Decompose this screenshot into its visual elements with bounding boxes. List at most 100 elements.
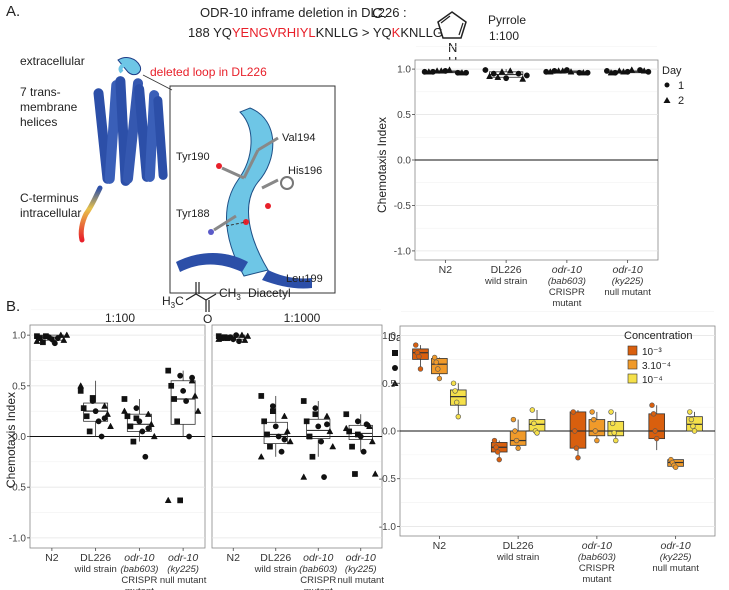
c-data-point	[486, 72, 493, 80]
b1-data-point	[37, 335, 43, 342]
facet-title-1-1000: 1:1000	[284, 311, 321, 325]
b1-ytick-label: -0.5	[9, 483, 27, 494]
b2-data-point	[269, 403, 276, 409]
b2-data-point	[349, 443, 355, 450]
label-helices-2: membrane	[20, 100, 78, 114]
c-xtick-label: wild strain	[484, 276, 527, 287]
d-data-point	[690, 423, 696, 429]
panel-b: B. H3C CH3 O Diacetyl Chemotaxis Index 1…	[4, 282, 412, 590]
b1-data-point	[144, 410, 152, 417]
d-data-point	[594, 437, 600, 444]
d-ytick-label: 0.5	[382, 379, 396, 390]
b2-data-point	[363, 421, 370, 428]
d-data-point	[691, 428, 698, 434]
c-data-point	[615, 67, 623, 74]
legend-b-triangle-marker	[391, 380, 399, 386]
legend-c: Day 1 2	[662, 65, 684, 107]
d-data-point	[575, 455, 581, 461]
b1-data-point	[133, 405, 140, 412]
b1-data-point	[51, 340, 58, 347]
legend-c-title: Day	[662, 65, 682, 77]
b1-data-point	[86, 428, 93, 435]
c-ytick-label: -0.5	[394, 201, 412, 212]
b1-data-point	[80, 405, 87, 411]
c-ytick-label: 0.5	[397, 110, 411, 121]
b1-data-point	[77, 388, 84, 394]
d-box	[509, 430, 527, 446]
legend-b-circle-marker	[392, 365, 398, 371]
b1-data-point	[142, 453, 149, 460]
b2-xtick-label: wild strain	[254, 564, 297, 575]
d-data-point	[450, 380, 457, 386]
b2-data-point	[360, 448, 367, 455]
d-data-point	[417, 366, 424, 372]
b1-data-point	[147, 420, 155, 427]
c-data-point	[506, 67, 514, 74]
b1-data-point	[165, 367, 172, 374]
c-xtick-label: (ky225)	[612, 276, 644, 287]
c-data-point	[563, 67, 570, 73]
b2-xtick-label: N2	[227, 552, 241, 564]
diacetyl-ch3: CH3	[219, 286, 241, 302]
b2-xtick-label: odr-10	[303, 552, 333, 564]
facet-strip-1-100: 1:100	[105, 311, 135, 325]
b2-data-point	[346, 428, 353, 435]
b2-data-point	[281, 436, 288, 443]
b1-xtick-label: CRISPR	[121, 575, 157, 586]
b2-data-point	[270, 408, 276, 415]
c-xtick-label: DL226	[491, 264, 522, 276]
b2-data-point	[278, 448, 285, 455]
b2-data-point	[368, 437, 376, 445]
d-xtick-label: odr-10	[582, 540, 612, 552]
pyrrole-name: Pyrrole	[488, 13, 526, 27]
b1-data-point	[189, 374, 195, 381]
d-data-point	[534, 430, 540, 436]
d-data-point	[496, 456, 502, 463]
c-data-point	[628, 66, 636, 73]
c-data-point	[584, 69, 591, 76]
d-data-point	[433, 359, 439, 365]
b2-data-point	[238, 331, 246, 338]
d-data-point	[572, 428, 578, 434]
d-data-point	[513, 437, 520, 444]
b1-data-point	[130, 438, 137, 445]
d-box	[412, 348, 429, 360]
b2-data-point	[303, 418, 310, 425]
label-cterm-1: C-terminus	[20, 191, 79, 205]
b1-data-point	[194, 407, 202, 414]
b2-data-point	[236, 338, 242, 345]
diacetyl-h3c: H3C	[162, 294, 184, 310]
panel-c: C. N H Pyrrole 1:100 Chemotaxis Index -1…	[372, 5, 684, 309]
d-data-point	[570, 409, 576, 415]
b2-xtick-label: (bab603)	[299, 564, 337, 575]
d-data-point	[454, 399, 460, 406]
label-deleted-loop: deleted loop in DL226	[150, 65, 267, 79]
c-ytick-label: -1.0	[394, 246, 412, 257]
d-data-point	[510, 416, 517, 423]
b1-data-point	[180, 387, 187, 394]
b1-data-point	[107, 422, 114, 430]
b1-xtick-label: odr-10	[168, 552, 198, 564]
facet-strip-1-1000: 1:1000	[284, 311, 321, 325]
pyrrole-structure	[437, 11, 467, 39]
d-ytick-label: 0.0	[382, 427, 396, 438]
b2-data-point	[326, 427, 334, 435]
d-xtick-label: odr-10	[661, 540, 691, 552]
b2-data-point	[241, 336, 249, 343]
b1-data-point	[164, 496, 172, 504]
b1-data-point	[92, 408, 99, 415]
b2-data-point	[286, 437, 294, 445]
b1-data-point	[191, 392, 199, 399]
b2-data-point	[261, 418, 268, 425]
panel-a-title: ODR-10 inframe deletion in DL226 :	[200, 5, 407, 20]
b1-data-point	[33, 337, 41, 344]
b1-data-point	[174, 418, 181, 425]
c-data-point	[519, 75, 527, 82]
b1-data-point	[77, 382, 85, 389]
b2-data-point	[352, 471, 358, 477]
b2-data-point	[323, 412, 331, 419]
d-data-point	[591, 416, 597, 423]
d-data-point	[436, 375, 443, 382]
